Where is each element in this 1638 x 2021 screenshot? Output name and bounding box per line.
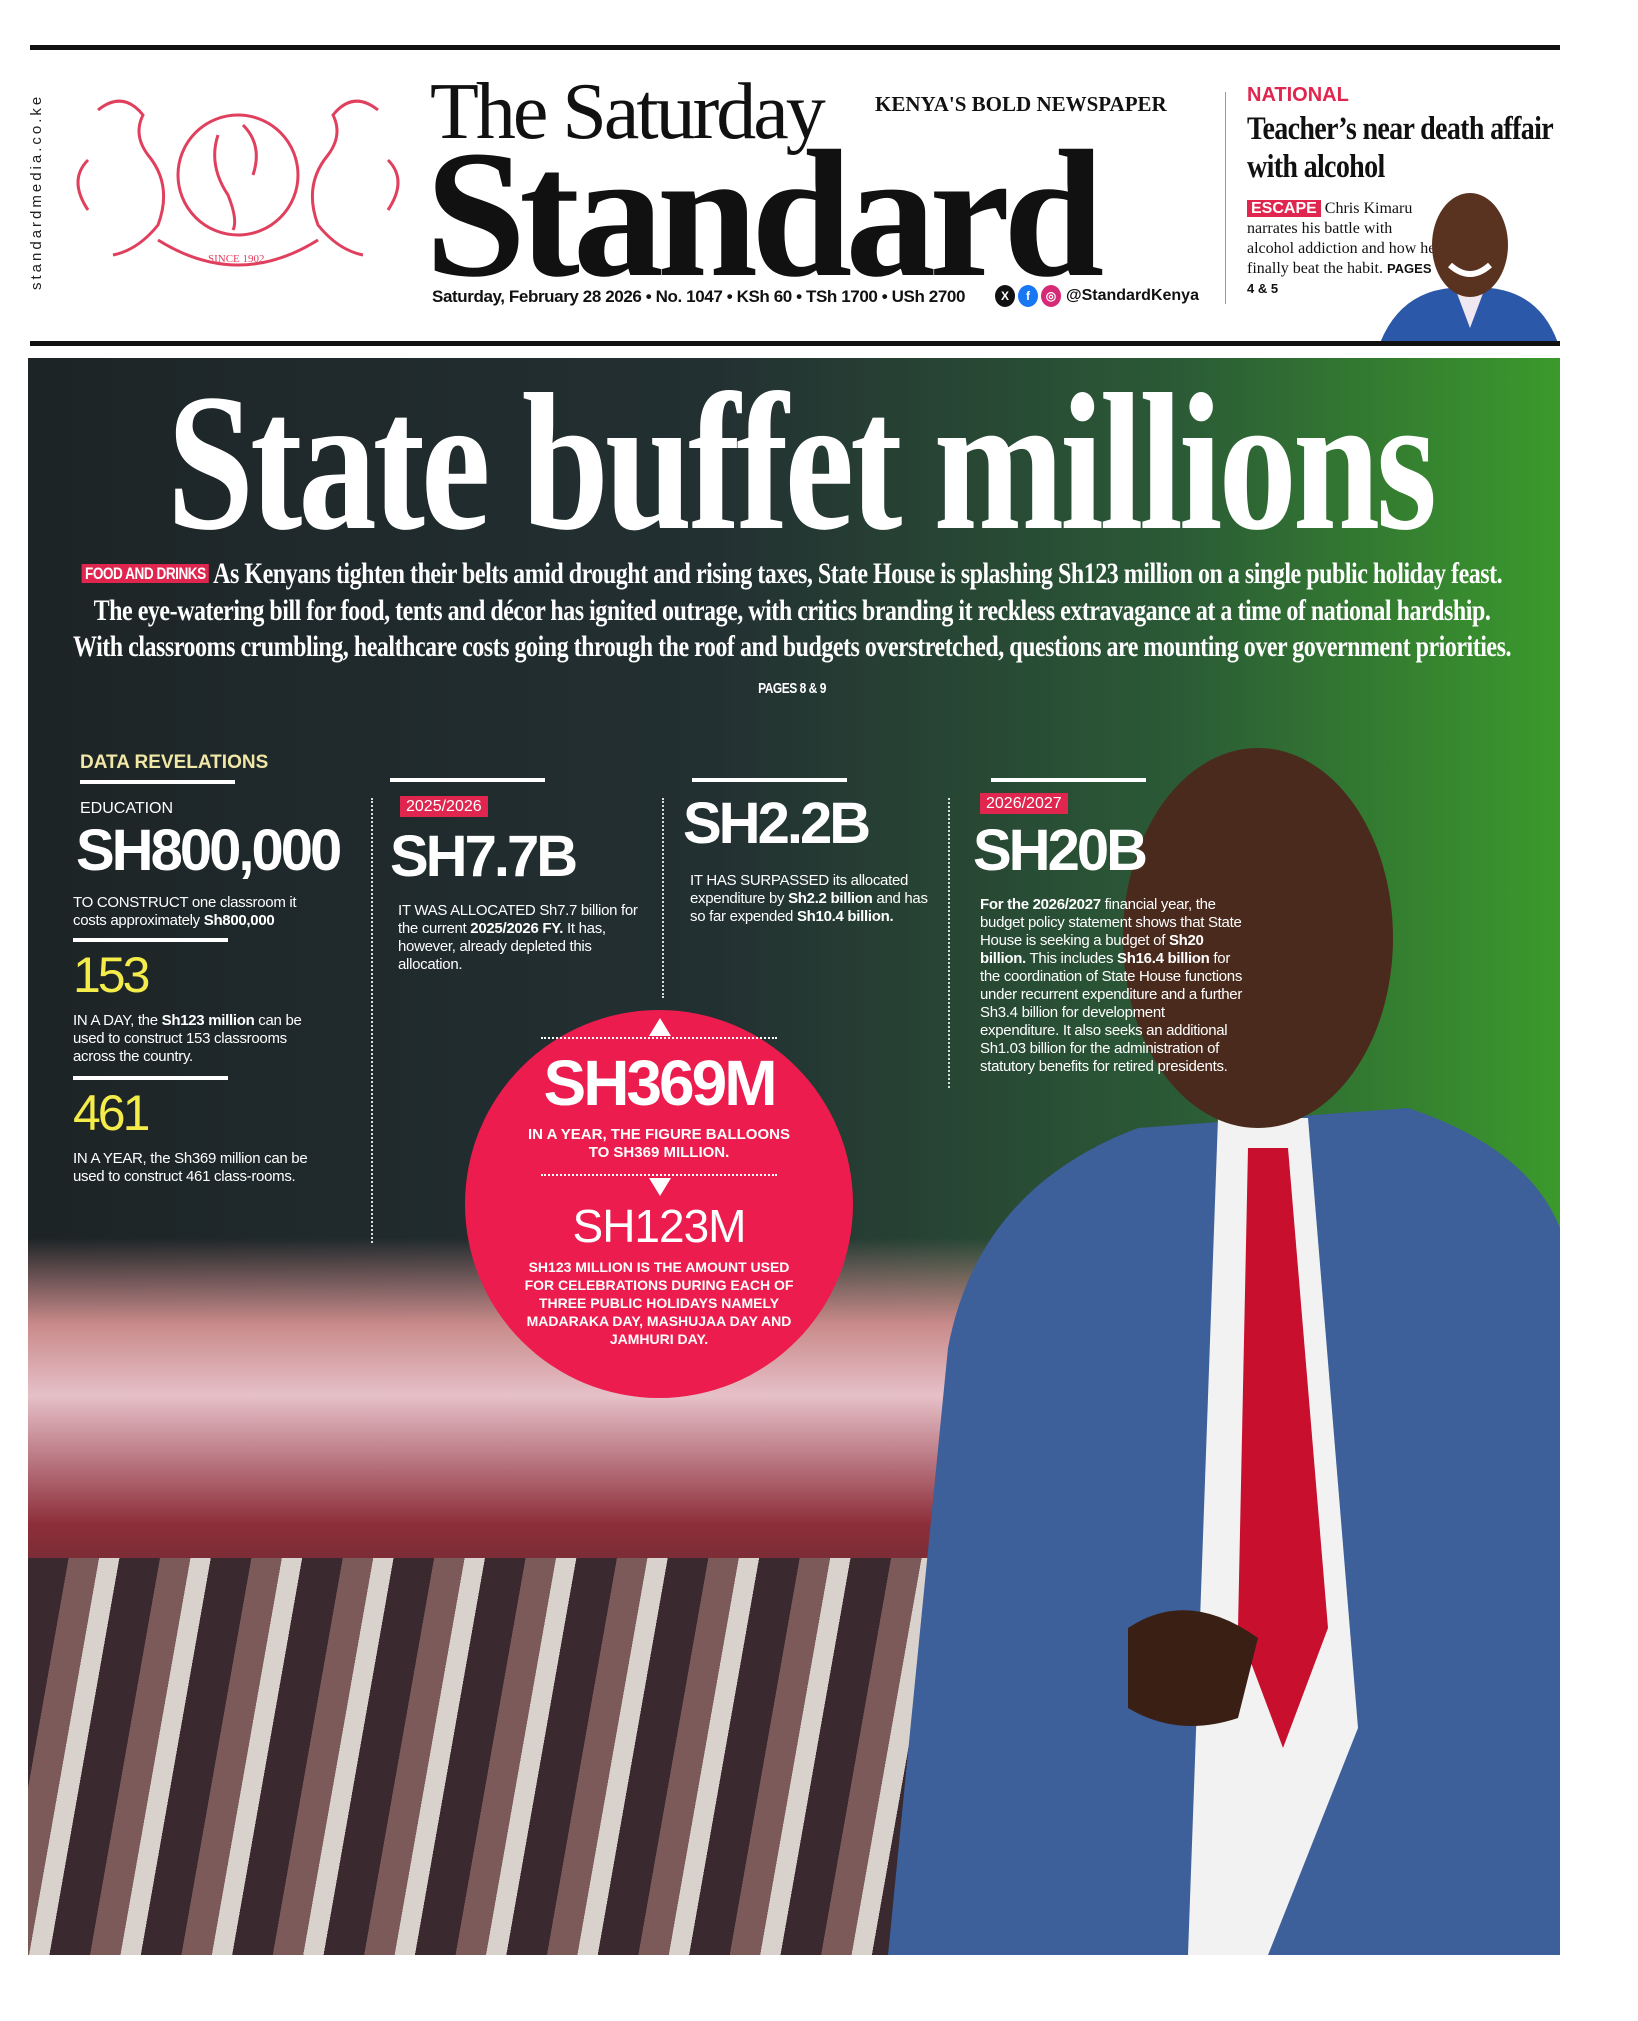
fy2627-figure: SH20B <box>973 818 1148 883</box>
teaser-portrait <box>1380 193 1558 343</box>
day-text: IN A DAY, the Sh123 million can be used … <box>73 1012 302 1065</box>
dotted-divider <box>948 798 950 1088</box>
dotted-divider <box>662 798 664 998</box>
lead-pages: PAGES 8 & 9 <box>758 679 826 697</box>
instagram-icon[interactable]: ◎ <box>1041 285 1061 307</box>
coat-of-arms-logo: SINCE 1902 <box>76 99 400 267</box>
fy2627-tag: 2026/2027 <box>980 793 1068 814</box>
spending-circle: SH369M IN A YEAR, THE FIGURE BALLOONS TO… <box>465 1010 853 1398</box>
teaser-pages: PAGES 4 & 5 <box>1247 261 1432 296</box>
divider <box>73 938 228 942</box>
fy2526-tag: 2025/2026 <box>400 796 488 817</box>
fy2627-text: For the 2026/2027 financial year, the bu… <box>980 896 1243 1075</box>
president-photo <box>888 748 1560 1955</box>
lead-tag: FOOD AND DRINKS <box>81 564 209 583</box>
year-total-text: IN A YEAR, THE FIGURE BALLOONS TO SH369 … <box>528 1126 790 1161</box>
facebook-icon[interactable]: f <box>1018 285 1038 307</box>
divider <box>991 778 1146 782</box>
fy2526-figure: SH7.7B <box>390 824 578 889</box>
day-total-figure: SH123M <box>572 1200 747 1252</box>
lead-story-panel: State buffet millions FOOD AND DRINKS As… <box>28 358 1560 1955</box>
day-total-text: SH123 MILLION IS THE AMOUNT USED FOR CEL… <box>524 1259 794 1347</box>
banquet-tables-photo <box>28 1558 1028 1955</box>
day-figure: 153 <box>73 947 150 1003</box>
dateline: Saturday, February 28 2026 • No. 1047 • … <box>432 287 965 306</box>
education-figure: SH800,000 <box>76 818 342 883</box>
x-icon[interactable]: X <box>995 285 1015 307</box>
lead-deck-text: As Kenyans tighten their belts amid drou… <box>73 557 1511 663</box>
lead-headline[interactable]: State buffet millions <box>166 358 1437 571</box>
social-links: X f ◎ @StandardKenya <box>995 285 1199 307</box>
year-figure: 461 <box>73 1085 150 1141</box>
teaser-tag: ESCAPE <box>1247 200 1321 217</box>
education-label: EDUCATION <box>80 800 174 817</box>
tagline: KENYA'S BOLD NEWSPAPER <box>875 92 1167 116</box>
dotted-line <box>541 1174 777 1176</box>
fy2526-text: IT WAS ALLOCATED Sh7.7 billion for the c… <box>398 902 638 973</box>
overspend-text: IT HAS SURPASSED its allocated expenditu… <box>690 872 928 925</box>
logo-text: SINCE 1902 <box>208 253 265 265</box>
top-rule <box>30 45 1560 50</box>
header-bottom-rule <box>30 341 1560 346</box>
year-total-figure: SH369M <box>543 1047 778 1119</box>
divider <box>390 778 545 782</box>
teaser-section: NATIONAL <box>1247 84 1349 106</box>
column-divider <box>1225 92 1226 304</box>
education-text: TO CONSTRUCT one classroom it costs appr… <box>73 894 297 929</box>
data-revelations-title: DATA REVELATIONS <box>80 752 269 773</box>
teaser-text: Chris Kimaru narrates his battle with al… <box>1247 200 1436 277</box>
website-url: standardmedia.co.ke <box>28 93 45 290</box>
divider <box>80 780 235 784</box>
masthead-title-top: The Saturday <box>430 68 826 156</box>
year-text: IN A YEAR, the Sh369 million can be used… <box>73 1150 308 1185</box>
masthead-title: Standard <box>425 114 1104 315</box>
up-arrow-icon <box>649 1018 671 1036</box>
dotted-line <box>541 1037 777 1039</box>
teaser-body: ESCAPE Chris Kimaru narrates his battle … <box>1247 199 1437 299</box>
lead-deck: FOOD AND DRINKS As Kenyans tighten their… <box>68 556 1516 707</box>
overspend-figure: SH2.2B <box>683 791 871 856</box>
dotted-divider <box>371 798 373 1243</box>
social-handle: @StandardKenya <box>1066 287 1199 304</box>
teaser-headline[interactable]: Teacher’s near death affair with alcohol <box>1247 111 1553 185</box>
down-arrow-icon <box>649 1178 671 1196</box>
divider <box>73 1076 228 1080</box>
divider <box>692 778 847 782</box>
